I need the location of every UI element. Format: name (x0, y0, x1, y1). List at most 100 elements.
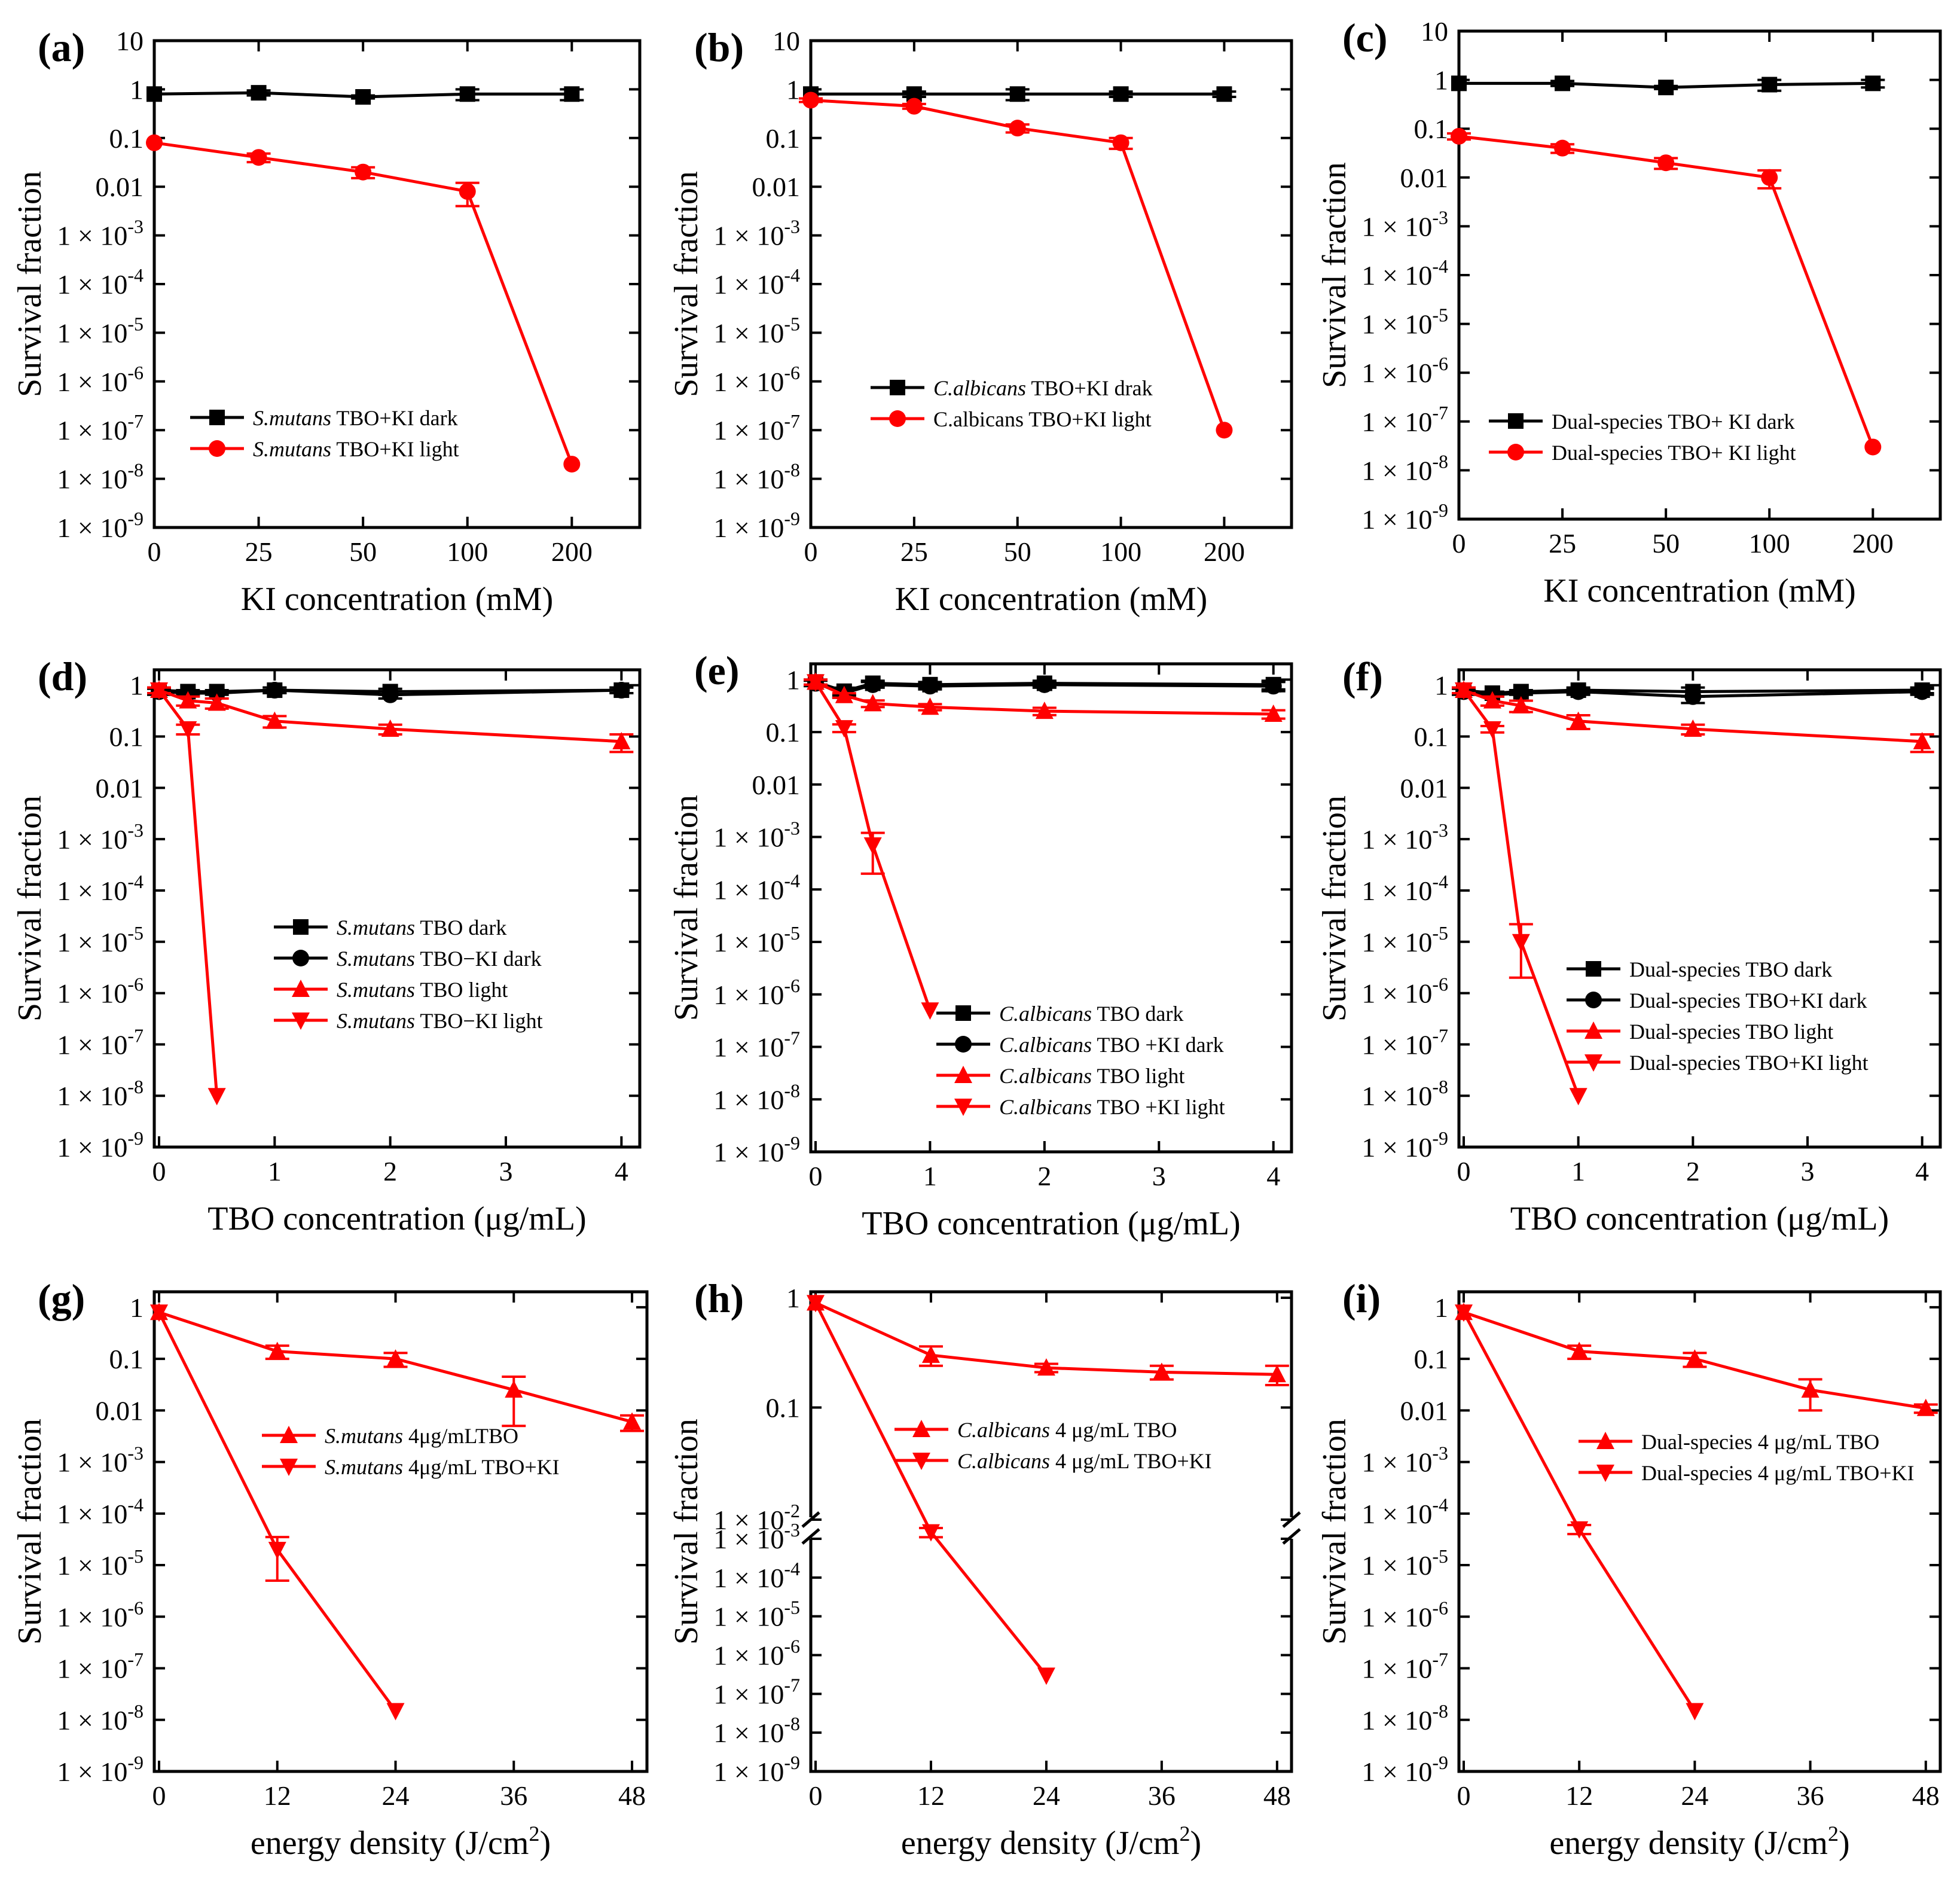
y-tick-label: 1 × 10-7 (713, 1674, 800, 1709)
y-axis-label: Survival fraction (11, 795, 48, 1021)
y-tick-label: 0.01 (1400, 163, 1449, 193)
y-tick-label: 1 × 10-6 (57, 362, 144, 397)
y-tick-label: 1 × 10-2 (713, 1500, 800, 1535)
legend-entry: C.albicans TBO light (999, 1064, 1184, 1088)
x-tick-label: 25 (1549, 528, 1576, 559)
marker-circle (955, 1036, 972, 1053)
y-tick-label: 1 (786, 74, 800, 105)
x-tick-label: 0 (152, 1156, 166, 1187)
y-tick-label: 0.1 (1414, 722, 1449, 752)
marker-triangle-up (835, 685, 853, 703)
x-tick-label: 1 (268, 1156, 282, 1187)
y-tick-label: 1 × 10-7 (57, 1024, 144, 1060)
y-tick-label: 0.1 (766, 717, 801, 748)
x-tick-label: 100 (1100, 536, 1141, 567)
x-tick-label: 12 (1565, 1780, 1593, 1811)
marker-triangle-down (1483, 721, 1501, 739)
x-tick-label: 100 (447, 536, 488, 567)
x-tick-label: 4 (1915, 1156, 1929, 1187)
marker-circle (209, 440, 225, 457)
marker-triangle-up (386, 1349, 405, 1367)
x-tick-label: 3 (1152, 1161, 1166, 1191)
marker-triangle-up (1916, 1398, 1935, 1416)
y-tick-label: 1 × 10-7 (1361, 1649, 1448, 1684)
y-tick-label: 1 × 10-4 (713, 1558, 800, 1593)
marker-triangle-up (921, 697, 939, 715)
legend-entry: S.mutans TBO light (337, 978, 508, 1002)
x-tick-label: 50 (1652, 528, 1680, 559)
y-tick-label: 1 × 10-8 (713, 459, 800, 495)
x-tick-label: 1 (1571, 1156, 1585, 1187)
chart-panel-0: 10 1 0.1 0.01 1 × 10-3 1 × 10-4 1 × 10-5 1 × 10… (11, 25, 642, 618)
x-tick-label: 0 (809, 1780, 823, 1811)
x-tick-label: 24 (1681, 1780, 1708, 1811)
y-tick-label: 0.1 (766, 123, 801, 154)
x-tick-label: 36 (500, 1780, 527, 1811)
y-tick-label: 1 × 10-4 (1361, 871, 1448, 906)
marker-circle (355, 163, 372, 181)
marker-triangle-down (921, 1524, 940, 1542)
x-tick-label: 24 (382, 1780, 410, 1811)
y-axis-label: Survival fraction (668, 171, 705, 397)
y-axis-label: Survival fraction (1316, 795, 1353, 1021)
x-tick-label: 0 (1457, 1156, 1471, 1187)
x-tick-label: 4 (615, 1156, 628, 1187)
x-tick-label: 2 (383, 1156, 397, 1187)
marker-triangle-up (1570, 1341, 1589, 1359)
y-tick-label: 0.1 (109, 722, 144, 752)
y-tick-label: 1 × 10-3 (713, 1519, 800, 1554)
legend-entry: Dual-species TBO+ KI dark (1552, 410, 1795, 434)
marker-triangle-up (623, 1412, 642, 1430)
y-tick-label: 1 × 10-5 (713, 313, 800, 348)
panel-label: (g) (38, 1276, 85, 1321)
marker-circle (563, 456, 581, 473)
x-tick-label: 200 (551, 536, 593, 567)
marker-triangle-up (1152, 1362, 1171, 1380)
y-axis-label: Survival fraction (668, 795, 705, 1021)
plot-frame (809, 39, 1293, 529)
x-axis-label: TBO concentration (μg/mL) (207, 1200, 586, 1237)
marker-circle (1554, 139, 1571, 157)
marker-triangle-up (1596, 1432, 1614, 1449)
y-tick-label: 1 × 10-8 (713, 1713, 800, 1748)
plot-frame-top (809, 1290, 1293, 1517)
legend-entry: C.albicans TBO+KI light (933, 407, 1152, 431)
x-axis-label: KI concentration (mM) (895, 581, 1207, 618)
y-tick-label: 1 × 10-4 (1361, 1494, 1448, 1529)
y-tick-label: 0.01 (1400, 1395, 1449, 1426)
x-tick-label: 48 (1912, 1780, 1940, 1811)
marker-circle (1585, 992, 1602, 1008)
x-tick-label: 25 (245, 536, 273, 567)
marker-triangle-down (1455, 1304, 1473, 1322)
marker-triangle-down (921, 1002, 939, 1020)
series-line (157, 689, 219, 1096)
x-tick-label: 2 (1686, 1156, 1700, 1187)
y-tick-label: 1 × 10-4 (713, 870, 800, 905)
x-tick-label: 0 (809, 1161, 823, 1191)
x-tick-label: 12 (917, 1780, 945, 1811)
y-axis-label: Survival fraction (668, 1419, 705, 1645)
marker-square (1586, 961, 1601, 977)
marker-triangle-down (807, 674, 825, 692)
x-tick-label: 0 (148, 536, 161, 567)
chart-panel-6: 1 0.1 0.01 1 × 10-3 1 × 10-4 1 × 10-5 1 × 10-6… (11, 1276, 649, 1862)
marker-circle (889, 410, 906, 427)
marker-square (1865, 75, 1881, 92)
y-tick-label: 0.01 (96, 172, 144, 202)
marker-square (146, 86, 162, 102)
marker-triangle-down (1585, 1054, 1602, 1072)
y-axis-label: Survival fraction (11, 1419, 48, 1645)
y-tick-label: 1 × 10-5 (1361, 304, 1448, 340)
y-tick-label: 1 (130, 670, 144, 701)
marker-square (564, 86, 580, 102)
marker-circle (1512, 685, 1529, 702)
legend-entry: C.albicans TBO+KI drak (933, 376, 1153, 400)
y-tick-label: 1 × 10-7 (57, 1649, 144, 1684)
y-tick-label: 1 × 10-5 (57, 313, 144, 348)
y-tick-label: 1 × 10-7 (1361, 1024, 1448, 1060)
x-tick-label: 2 (1037, 1161, 1051, 1191)
marker-triangle-up (1512, 696, 1530, 713)
x-tick-label: 4 (1266, 1161, 1280, 1191)
marker-triangle-down (268, 1542, 286, 1560)
